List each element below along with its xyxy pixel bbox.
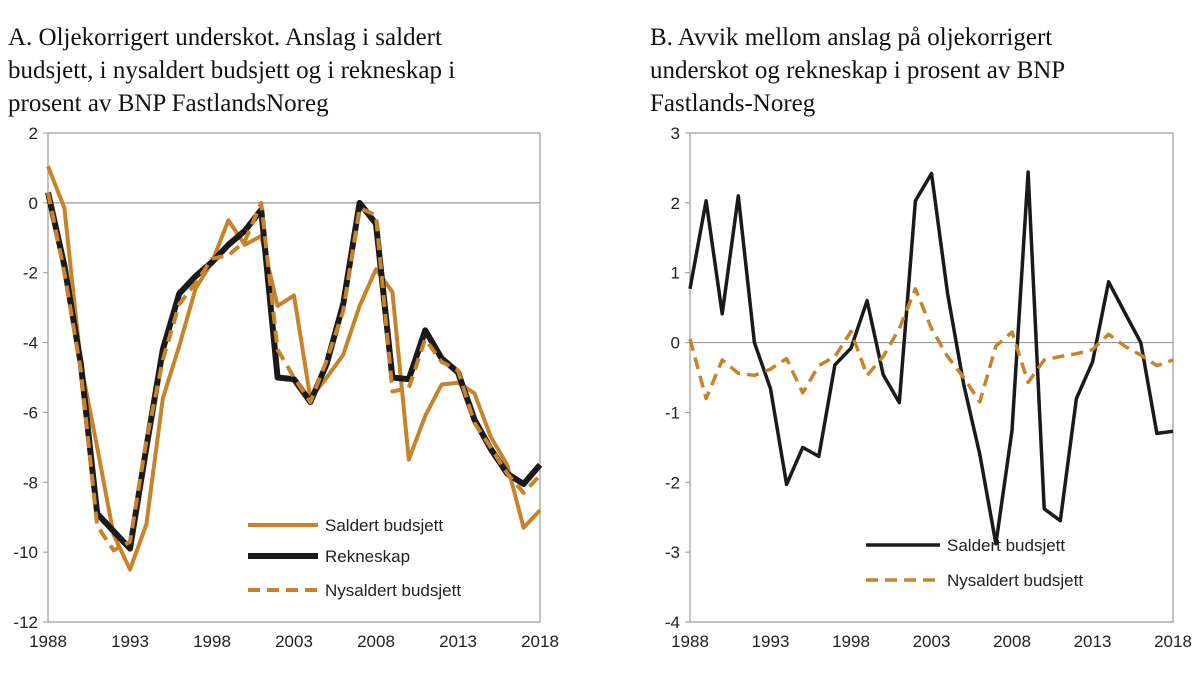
y-tick-label: 3: [671, 124, 680, 143]
x-tick-label: 1998: [832, 632, 870, 651]
x-tick-label: 2013: [439, 632, 477, 651]
series-line-nysaldert-budsjett: [688, 287, 1174, 404]
chart-title-line: B. Avvik mellom anslag på oljekorrigert: [650, 24, 1052, 51]
y-tick-label: -8: [23, 473, 38, 492]
x-tick-label: 1988: [29, 632, 67, 651]
legend-label: Saldert budsjett: [947, 536, 1065, 555]
chart-a: A. Oljekorrigert underskot. Anslag i sal…: [8, 24, 559, 651]
y-tick-label: -12: [13, 613, 38, 632]
x-tick-label: 1988: [671, 632, 709, 651]
legend-label: Rekneskap: [325, 547, 410, 566]
series-line-nysaldert-budsjett: [46, 191, 542, 553]
y-tick-label: -3: [665, 543, 680, 562]
y-tick-label: 2: [671, 194, 680, 213]
y-tick-label: -4: [665, 613, 680, 632]
x-tick-label: 2018: [1154, 632, 1192, 651]
x-tick-label: 2003: [275, 632, 313, 651]
series-line-rekneskap: [45, 191, 543, 552]
x-tick-label: 2013: [1074, 632, 1112, 651]
x-tick-label: 2018: [521, 632, 559, 651]
chart-title-line: underskot og rekneskap i prosent av BNP: [650, 57, 1065, 84]
x-tick-label: 2008: [357, 632, 395, 651]
x-tick-label: 2008: [993, 632, 1031, 651]
y-tick-label: 2: [29, 124, 38, 143]
chart-title-line: budsjett, i nysaldert budsjett og i rekn…: [8, 57, 455, 84]
y-tick-label: -1: [665, 403, 680, 422]
legend-label: Saldert budsjett: [325, 516, 443, 535]
y-tick-label: 1: [671, 264, 680, 283]
y-tick-label: 0: [671, 334, 680, 353]
y-tick-label: 0: [29, 194, 38, 213]
y-tick-label: -4: [23, 334, 38, 353]
chart-title-line: prosent av BNP FastlandsNoreg: [8, 90, 329, 117]
series-line-saldert-budsjett: [688, 170, 1174, 546]
plot-frame: [47, 132, 541, 623]
x-tick-label: 1993: [752, 632, 790, 651]
chart-title-line: A. Oljekorrigert underskot. Anslag i sal…: [8, 24, 442, 51]
chart-title-line: Fastlands-Noreg: [650, 90, 816, 117]
plot-frame: [689, 132, 1174, 623]
legend-label: Nysaldert budsjett: [325, 581, 461, 600]
chart-b: B. Avvik mellom anslag på oljekorrigert u…: [650, 24, 1192, 651]
x-tick-label: 1993: [111, 632, 149, 651]
x-tick-label: 1998: [193, 632, 231, 651]
y-tick-label: -10: [13, 543, 38, 562]
legend-label: Nysaldert budsjett: [947, 571, 1083, 590]
x-tick-label: 2003: [913, 632, 951, 651]
series-line-saldert-budsjett: [46, 165, 542, 572]
y-tick-label: -6: [23, 403, 38, 422]
y-tick-label: -2: [665, 473, 680, 492]
y-tick-label: -2: [23, 264, 38, 283]
